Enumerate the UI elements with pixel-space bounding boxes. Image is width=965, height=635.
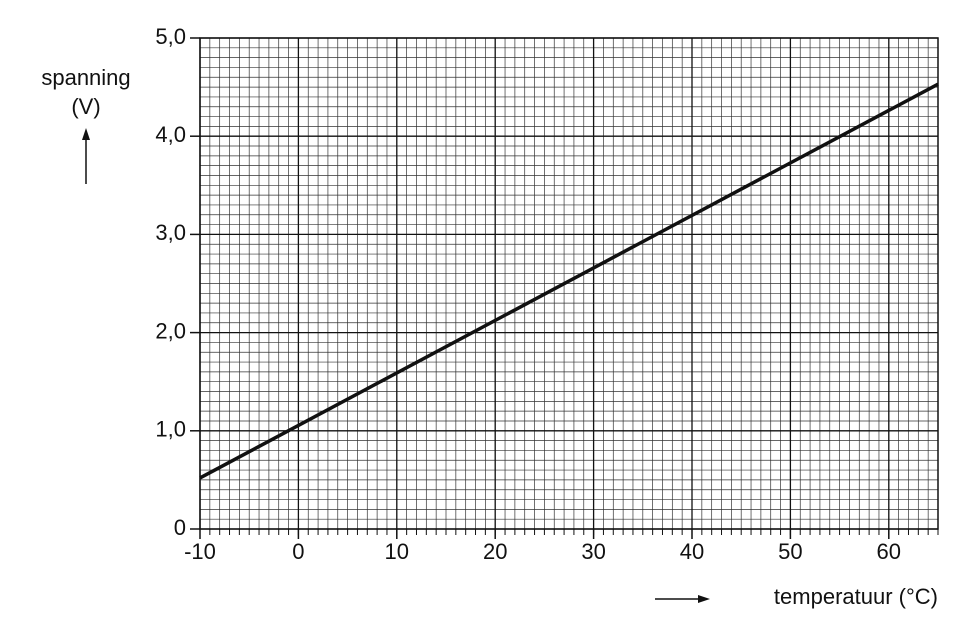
y-tick-label: 3,0 [155, 220, 186, 245]
x-arrow-head [698, 595, 710, 603]
y-tick-label: 4,0 [155, 122, 186, 147]
y-tick-label: 1,0 [155, 417, 186, 442]
y-label: (V) [71, 94, 100, 119]
x-label: temperatuur (°C) [774, 584, 938, 609]
x-tick-label: 40 [680, 539, 704, 564]
x-tick-label: 50 [778, 539, 802, 564]
x-tick-label: -10 [184, 539, 216, 564]
data-line [199, 82, 939, 480]
x-tick-label: 20 [483, 539, 507, 564]
y-arrow-head [82, 128, 90, 140]
x-tick-label: 60 [877, 539, 901, 564]
x-tick-label: 0 [292, 539, 304, 564]
x-tick-label: 10 [385, 539, 409, 564]
y-tick-label: 5,0 [155, 24, 186, 49]
y-tick-label: 2,0 [155, 318, 186, 343]
y-label: spanning [41, 65, 130, 90]
y-tick-label: 0 [174, 515, 186, 540]
x-tick-label: 30 [581, 539, 605, 564]
plot-frame [199, 37, 939, 530]
